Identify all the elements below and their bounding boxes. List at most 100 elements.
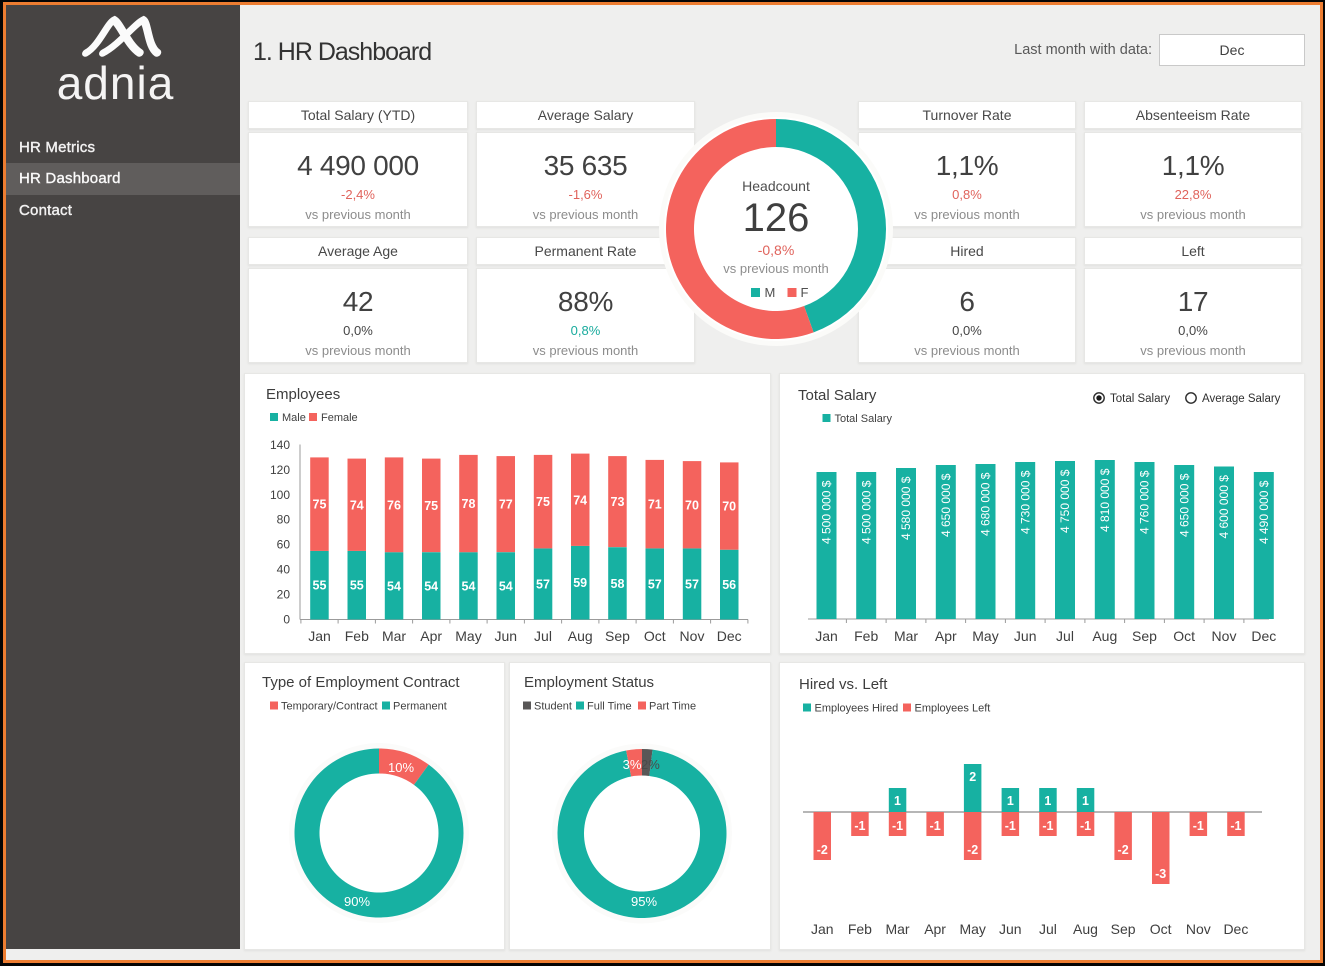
svg-text:Hired vs. Left: Hired vs. Left <box>799 676 888 693</box>
svg-text:Feb: Feb <box>345 628 369 644</box>
svg-text:1: 1 <box>894 794 901 808</box>
svg-text:M: M <box>765 285 776 300</box>
svg-text:Dec: Dec <box>1251 628 1276 644</box>
svg-text:100: 100 <box>270 488 290 502</box>
svg-text:Mar: Mar <box>382 628 406 644</box>
svg-text:56: 56 <box>722 578 736 592</box>
svg-text:Mar: Mar <box>894 628 918 644</box>
svg-text:Jan: Jan <box>811 921 834 937</box>
svg-text:-1: -1 <box>1230 819 1241 833</box>
svg-text:Male: Male <box>282 412 306 424</box>
svg-text:71: 71 <box>648 498 662 512</box>
svg-text:Part Time: Part Time <box>649 701 696 713</box>
svg-text:Total Salary: Total Salary <box>835 413 893 425</box>
svg-text:4 600 000 $: 4 600 000 $ <box>1217 475 1231 539</box>
svg-text:77: 77 <box>499 498 513 512</box>
svg-text:-1: -1 <box>1193 819 1204 833</box>
svg-text:Sep: Sep <box>1132 628 1157 644</box>
svg-text:Female: Female <box>321 412 358 424</box>
svg-text:74: 74 <box>350 498 364 512</box>
svg-text:1: 1 <box>1044 794 1051 808</box>
svg-text:Headcount: Headcount <box>742 178 810 194</box>
svg-text:Apr: Apr <box>924 921 946 937</box>
svg-text:Aug: Aug <box>1092 628 1117 644</box>
svg-text:Dec: Dec <box>1223 921 1248 937</box>
svg-text:Oct: Oct <box>1173 628 1195 644</box>
svg-text:Nov: Nov <box>1186 921 1211 937</box>
svg-text:57: 57 <box>536 578 550 592</box>
svg-text:4 680 000 $: 4 680 000 $ <box>979 472 993 536</box>
svg-text:Feb: Feb <box>848 921 872 937</box>
svg-text:Employees Hired: Employees Hired <box>815 703 899 715</box>
svg-text:60: 60 <box>277 538 291 552</box>
svg-text:Nov: Nov <box>680 628 705 644</box>
svg-text:4 500 000 $: 4 500 000 $ <box>820 480 834 544</box>
svg-text:4 750 000 $: 4 750 000 $ <box>1058 469 1072 533</box>
svg-text:May: May <box>455 628 481 644</box>
svg-text:Dec: Dec <box>717 628 742 644</box>
svg-text:-2: -2 <box>967 843 978 857</box>
svg-text:May: May <box>972 628 998 644</box>
svg-text:Employees Left: Employees Left <box>915 703 991 715</box>
svg-text:10%: 10% <box>388 760 414 775</box>
svg-text:-1: -1 <box>1005 819 1016 833</box>
svg-text:Aug: Aug <box>1073 921 1098 937</box>
svg-text:2%: 2% <box>641 757 660 772</box>
svg-text:2: 2 <box>969 770 976 784</box>
svg-text:4 500 000 $: 4 500 000 $ <box>860 480 874 544</box>
svg-text:Mar: Mar <box>885 921 909 937</box>
svg-text:Jun: Jun <box>1014 628 1037 644</box>
svg-text:75: 75 <box>536 495 550 509</box>
svg-text:Employment Status: Employment Status <box>524 674 654 691</box>
svg-text:Total Salary: Total Salary <box>798 387 877 404</box>
svg-text:75: 75 <box>313 498 327 512</box>
svg-text:58: 58 <box>611 577 625 591</box>
svg-text:Full Time: Full Time <box>587 701 632 713</box>
svg-text:4 760 000 $: 4 760 000 $ <box>1138 470 1152 534</box>
svg-text:1: 1 <box>1007 794 1014 808</box>
svg-text:Feb: Feb <box>854 628 878 644</box>
svg-text:126: 126 <box>743 196 810 240</box>
svg-text:140: 140 <box>270 438 290 452</box>
svg-text:Jul: Jul <box>1039 921 1057 937</box>
svg-text:-1: -1 <box>1042 819 1053 833</box>
svg-text:-1: -1 <box>854 819 865 833</box>
svg-text:Apr: Apr <box>420 628 442 644</box>
svg-text:76: 76 <box>387 498 401 512</box>
svg-text:20: 20 <box>277 588 291 602</box>
svg-text:54: 54 <box>387 579 401 593</box>
svg-text:4 810 000 $: 4 810 000 $ <box>1098 468 1112 532</box>
svg-text:Jan: Jan <box>308 628 331 644</box>
svg-text:Aug: Aug <box>568 628 593 644</box>
svg-text:75: 75 <box>424 499 438 513</box>
svg-text:74: 74 <box>573 493 587 507</box>
svg-text:Temporary/Contract: Temporary/Contract <box>281 701 378 713</box>
svg-text:120: 120 <box>270 463 290 477</box>
svg-text:90%: 90% <box>344 894 370 909</box>
svg-text:4 650 000 $: 4 650 000 $ <box>939 473 953 537</box>
svg-text:Apr: Apr <box>935 628 957 644</box>
svg-text:Type of Employment Contract: Type of Employment Contract <box>262 674 460 691</box>
svg-text:Student: Student <box>534 701 572 713</box>
svg-text:55: 55 <box>313 579 327 593</box>
svg-text:Employees: Employees <box>266 386 340 403</box>
svg-text:Jun: Jun <box>495 628 518 644</box>
svg-text:70: 70 <box>685 498 699 512</box>
svg-text:1: 1 <box>1082 794 1089 808</box>
svg-text:Sep: Sep <box>1111 921 1136 937</box>
svg-text:Oct: Oct <box>644 628 666 644</box>
svg-text:57: 57 <box>685 578 699 592</box>
svg-text:-1: -1 <box>892 819 903 833</box>
svg-text:Jul: Jul <box>534 628 552 644</box>
svg-text:80: 80 <box>277 513 291 527</box>
svg-text:Permanent: Permanent <box>393 701 447 713</box>
svg-text:95%: 95% <box>631 894 657 909</box>
svg-text:Jan: Jan <box>815 628 838 644</box>
svg-text:78: 78 <box>462 497 476 511</box>
svg-text:vs previous month: vs previous month <box>723 261 829 276</box>
svg-text:-2: -2 <box>1118 843 1129 857</box>
svg-text:-0,8%: -0,8% <box>758 242 795 258</box>
svg-text:54: 54 <box>424 579 438 593</box>
svg-text:4 580 000 $: 4 580 000 $ <box>899 476 913 540</box>
svg-text:73: 73 <box>611 495 625 509</box>
